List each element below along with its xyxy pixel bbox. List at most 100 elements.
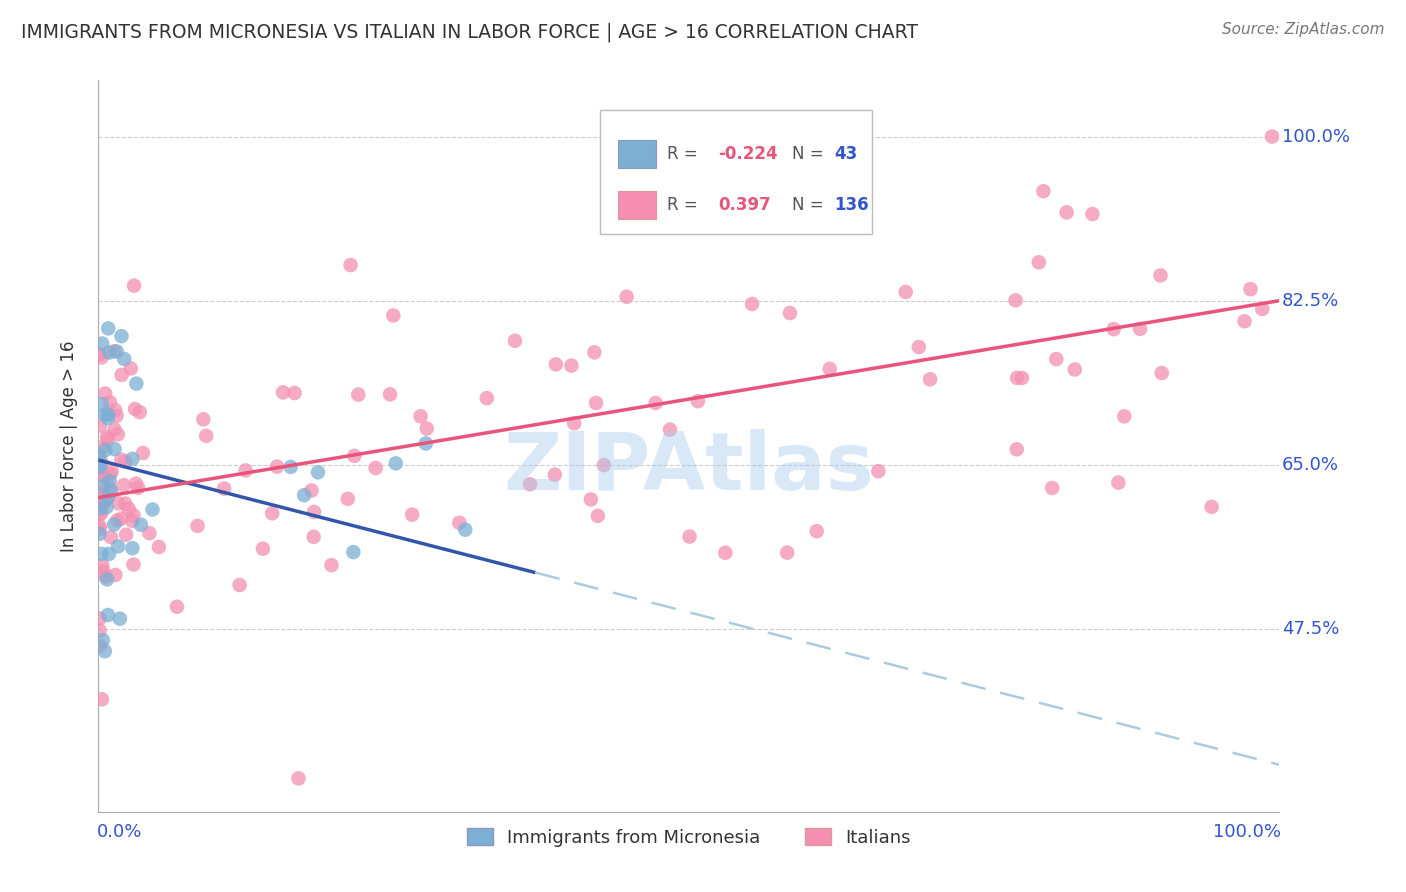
Point [89,501,111,516]
Text: 47.5%: 47.5% [1282,620,1339,638]
Point [90,455,112,469]
Point [97,408,120,422]
Point [110,329,132,343]
Point [89,489,111,503]
Point [908,340,931,354]
Point [107,540,129,554]
Point [121,514,143,528]
Point [321,558,343,573]
Point [90,547,112,561]
Point [1251,301,1274,316]
Point [121,451,143,466]
Point [266,459,288,474]
Point [212,482,235,496]
Point [343,449,366,463]
Point [127,481,149,495]
Point [104,403,127,417]
Point [89,522,111,536]
Point [1028,255,1050,269]
Point [89,418,111,433]
Point [562,417,585,431]
Point [107,496,129,510]
Point [593,458,616,472]
Point [148,540,170,554]
Point [347,387,370,401]
Text: 43: 43 [834,145,858,163]
Text: N =: N = [792,145,824,163]
Point [1045,352,1067,367]
Point [100,484,122,499]
Text: N =: N = [792,196,824,214]
Text: -0.224: -0.224 [718,145,778,163]
Point [616,290,638,304]
Point [806,524,828,538]
Point [454,523,477,537]
Point [98,474,121,488]
Point [585,396,607,410]
Point [1081,207,1104,221]
Point [118,502,141,516]
Point [89,611,111,625]
Point [271,385,294,400]
Point [128,405,150,419]
Point [401,508,423,522]
Point [112,478,135,492]
Point [741,297,763,311]
Point [364,461,387,475]
Point [110,452,132,467]
Point [503,334,526,348]
FancyBboxPatch shape [600,110,872,234]
Point [103,442,125,456]
Point [586,508,609,523]
Point [89,448,111,462]
Point [94,644,117,658]
Point [1107,475,1129,490]
Point [91,336,114,351]
Point [779,306,801,320]
Point [138,526,160,541]
Point [114,497,136,511]
Point [97,411,120,425]
Point [93,470,115,484]
Point [920,372,942,386]
Point [94,407,117,421]
Point [714,546,737,560]
Point [519,477,541,491]
Point [1261,129,1284,144]
Point [94,443,117,458]
Point [336,491,359,506]
Point [104,423,127,437]
Text: 100.0%: 100.0% [1212,823,1281,841]
Point [301,483,323,498]
Point [195,429,218,443]
Point [90,467,112,481]
Point [97,547,120,561]
Point [91,558,114,573]
Point [132,446,155,460]
Point [96,491,118,506]
Point [409,409,432,424]
Point [124,402,146,417]
Point [90,397,112,411]
Point [1201,500,1223,514]
Point [100,464,122,478]
Point [1114,409,1136,424]
Point [339,258,361,272]
Point [98,395,121,409]
Point [90,506,112,520]
Point [90,692,112,706]
Point [91,498,114,512]
Point [262,506,284,520]
Text: R =: R = [666,196,697,214]
Point [1005,442,1028,457]
Point [1129,322,1152,336]
Point [280,459,302,474]
Point [104,568,127,582]
Point [644,396,666,410]
Point [105,344,128,359]
Point [579,492,602,507]
Point [1056,205,1078,219]
Point [122,558,145,572]
Point [125,376,148,391]
Y-axis label: In Labor Force | Age > 16: In Labor Force | Age > 16 [59,340,77,552]
